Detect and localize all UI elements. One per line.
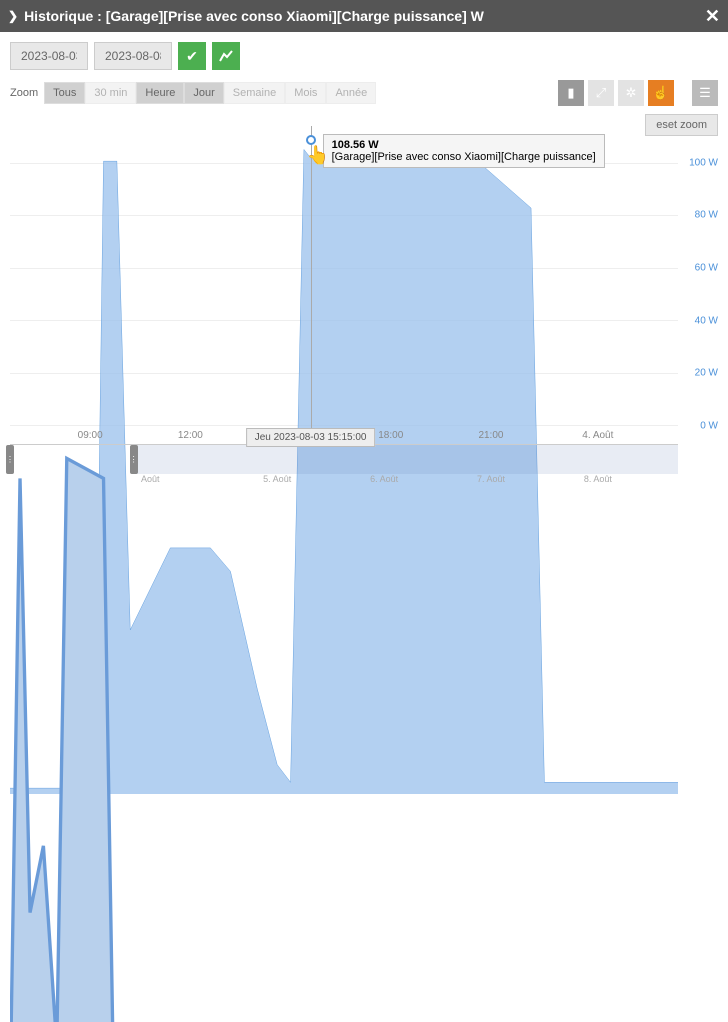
battery-icon: ▮ <box>567 85 574 101</box>
nav-tick: 8. Août <box>584 474 612 484</box>
nav-tick: Août <box>141 474 160 484</box>
zoom-année[interactable]: Année <box>326 82 376 104</box>
chart-icon <box>219 49 233 63</box>
hand-icon: ☝ <box>653 85 669 101</box>
tooltip: 108.56 W [Garage][Prise avec conso Xiaom… <box>323 134 605 168</box>
chevron-icon: ❯ <box>8 9 18 23</box>
y-tick: 80 W <box>695 210 718 221</box>
navigator-handle-left[interactable]: ⋮ <box>6 445 14 474</box>
reset-zoom-button[interactable]: eset zoom <box>645 114 718 136</box>
y-tick: 0 W <box>700 421 718 432</box>
zoom-heure[interactable]: Heure <box>136 82 184 104</box>
sun-icon: ✲ <box>626 85 637 101</box>
zoom-tous[interactable]: Tous <box>44 82 85 104</box>
y-tick: 20 W <box>695 368 718 379</box>
link-icon-button[interactable]: ⤢ <box>588 80 614 106</box>
x-tick: 09:00 <box>78 430 103 441</box>
y-tick: 40 W <box>695 315 718 326</box>
nav-tick: 7. Août <box>477 474 505 484</box>
check-icon: ✔ <box>186 48 198 65</box>
zoom-mois[interactable]: Mois <box>285 82 326 104</box>
date-to-input[interactable] <box>94 42 172 70</box>
menu-icon: ☰ <box>699 85 711 101</box>
hover-marker <box>306 135 316 145</box>
tooltip-value: 108.56 W <box>332 139 596 151</box>
crosshair <box>311 126 312 443</box>
close-icon[interactable]: ✕ <box>705 6 720 27</box>
hand-icon-button[interactable]: ☝ <box>648 80 674 106</box>
y-tick: 60 W <box>695 263 718 274</box>
navigator-ticks: Août 5. Août 6. Août 7. Août 8. Août <box>10 474 678 488</box>
date-row: ✔ <box>0 32 728 80</box>
date-from-input[interactable] <box>10 42 88 70</box>
toolbar: Zoom Tous30 minHeureJourSemaineMoisAnnée… <box>0 80 728 110</box>
y-tick: 100 W <box>689 157 718 168</box>
sun-icon-button[interactable]: ✲ <box>618 80 644 106</box>
toolbar-right: ▮ ⤢ ✲ ☝ ☰ <box>558 80 718 106</box>
nav-tick: 6. Août <box>370 474 398 484</box>
chart-area: eset zoom 108.56 W [Garage][Prise avec c… <box>10 114 718 474</box>
x-tick: 4. Août <box>582 430 613 441</box>
navigator-mask <box>134 445 678 474</box>
main-chart[interactable]: 108.56 W [Garage][Prise avec conso Xiaom… <box>10 126 678 426</box>
tooltip-series: [Garage][Prise avec conso Xiaomi][Charge… <box>332 151 596 163</box>
nav-tick: 5. Août <box>263 474 291 484</box>
zoom-semaine[interactable]: Semaine <box>224 82 285 104</box>
apply-button[interactable]: ✔ <box>178 42 206 70</box>
x-callout: Jeu 2023-08-03 15:15:00 <box>246 428 376 447</box>
header-bar: ❯ Historique : [Garage][Prise avec conso… <box>0 0 728 32</box>
header-title: Historique : [Garage][Prise avec conso X… <box>24 8 705 24</box>
x-tick: 21:00 <box>478 430 503 441</box>
navigator-handle-right[interactable]: ⋮ <box>130 445 138 474</box>
y-axis: 100 W80 W60 W40 W20 W0 W <box>678 126 718 426</box>
battery-icon-button[interactable]: ▮ <box>558 80 584 106</box>
zoom-jour[interactable]: Jour <box>184 82 223 104</box>
link-icon: ⤢ <box>596 85 606 101</box>
navigator-series <box>10 445 678 1022</box>
x-tick: 18:00 <box>378 430 403 441</box>
x-tick: 12:00 <box>178 430 203 441</box>
menu-icon-button[interactable]: ☰ <box>692 80 718 106</box>
navigator[interactable]: ⋮ ⋮ Août5. Août6. Août7. Août8. Août <box>10 444 678 474</box>
zoom-30min[interactable]: 30 min <box>85 82 136 104</box>
zoom-label: Zoom <box>10 87 38 99</box>
chart-button[interactable] <box>212 42 240 70</box>
